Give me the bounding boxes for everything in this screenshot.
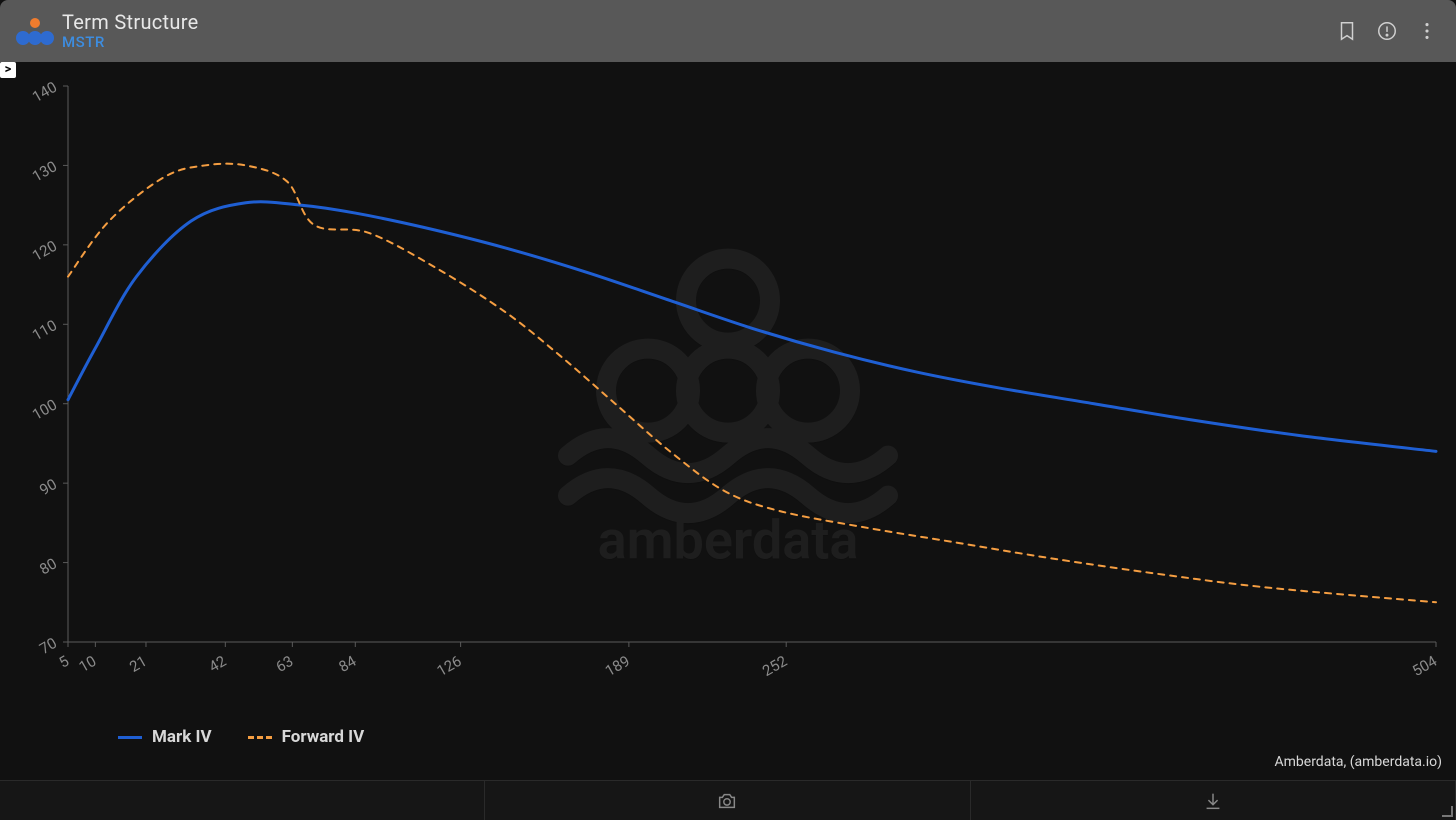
y-tick-label: 90 — [36, 475, 60, 499]
expand-handle[interactable]: > — [0, 62, 16, 78]
x-tick-label: 42 — [206, 652, 230, 676]
x-tick-label: 21 — [126, 652, 150, 676]
header-bar: Term Structure MSTR — [0, 0, 1456, 62]
series-mark-iv — [68, 202, 1436, 452]
screenshot-button[interactable] — [485, 781, 970, 820]
x-tick-label: 126 — [434, 652, 465, 680]
legend-label: Mark IV — [152, 727, 212, 747]
camera-icon — [716, 790, 738, 812]
brand-logo — [8, 16, 62, 46]
more-icon[interactable] — [1416, 20, 1438, 42]
header-actions — [1336, 20, 1438, 42]
legend: Mark IV Forward IV — [118, 727, 364, 747]
attribution-text: Amberdata, (amberdata.io) — [1275, 754, 1443, 770]
legend-swatch — [248, 736, 272, 739]
x-tick-label: 252 — [759, 652, 790, 680]
legend-swatch — [118, 736, 142, 739]
resize-handle-icon[interactable] — [1441, 805, 1453, 817]
y-tick-label: 80 — [36, 554, 60, 578]
y-tick-label: 130 — [29, 157, 60, 185]
title-block: Term Structure MSTR — [62, 11, 199, 51]
bookmark-icon[interactable] — [1336, 20, 1358, 42]
x-tick-label: 63 — [273, 652, 297, 676]
chart-area: amberdata 708090100110120130140510214263… — [0, 62, 1456, 780]
ticker-subtitle: MSTR — [62, 34, 199, 51]
alert-icon[interactable] — [1376, 20, 1398, 42]
y-tick-label: 70 — [36, 634, 60, 658]
x-tick-label: 189 — [602, 652, 633, 680]
series-forward-iv — [68, 164, 1436, 603]
legend-label: Forward IV — [282, 727, 365, 747]
chart-svg: 70 80 90 100 110 120 130 140 510 21 42 63 84 126 189 25… — [0, 62, 1456, 780]
footer-toolbar — [0, 780, 1456, 820]
x-tick-label: 504 — [1409, 652, 1440, 681]
x-tick-label: 84 — [336, 652, 360, 676]
x-tick-label: 5 — [56, 652, 72, 672]
y-tick-label: 140 — [29, 78, 60, 106]
logo-dot — [30, 18, 40, 28]
y-tick-label: 100 — [29, 396, 60, 424]
page-title: Term Structure — [62, 11, 199, 34]
footer-blank-button[interactable] — [0, 781, 485, 820]
download-button[interactable] — [971, 781, 1456, 820]
download-icon — [1202, 790, 1224, 812]
y-tick-label: 120 — [29, 237, 60, 265]
y-tick-label: 110 — [29, 316, 60, 344]
legend-item-mark-iv[interactable]: Mark IV — [118, 727, 212, 747]
x-tick-label: 10 — [76, 652, 100, 676]
legend-item-forward-iv[interactable]: Forward IV — [248, 727, 365, 747]
